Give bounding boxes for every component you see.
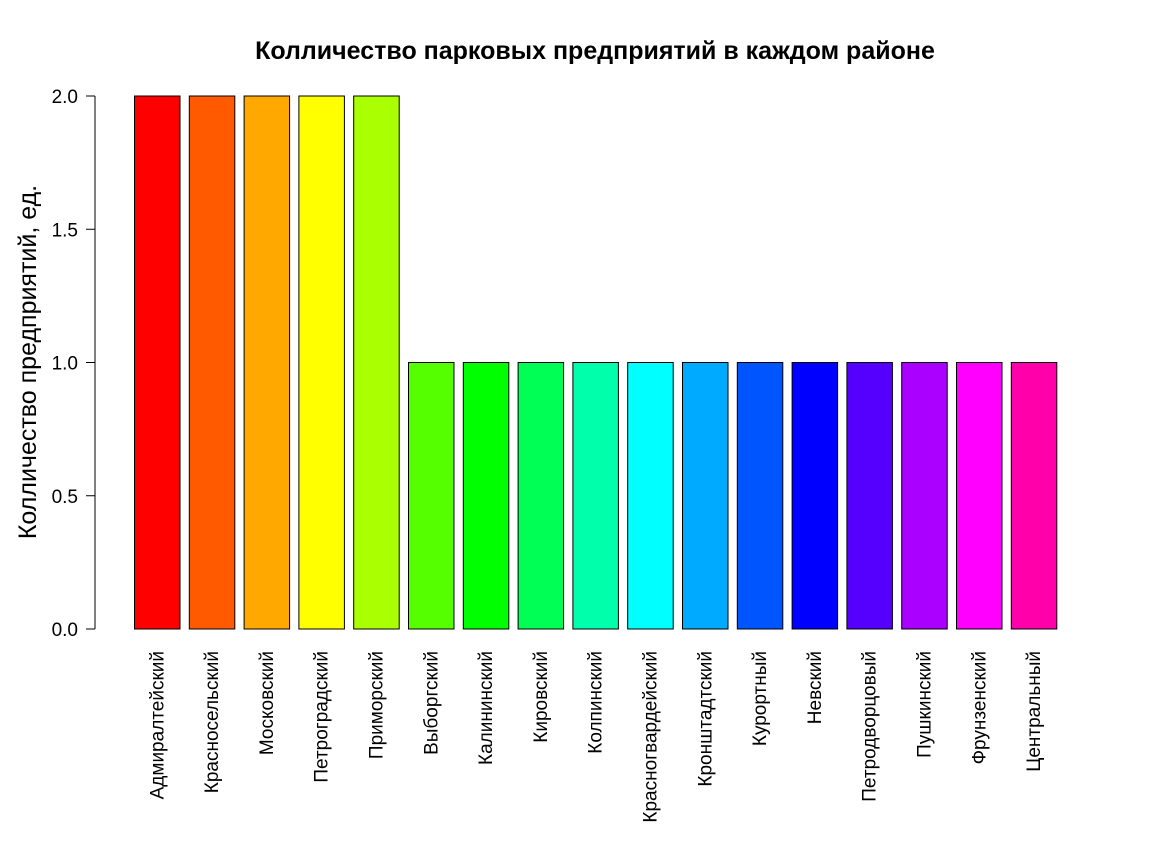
category-label: Невский: [805, 651, 826, 724]
category-label: Петроградский: [312, 651, 333, 783]
category-label: Петродворцовый: [860, 651, 881, 802]
category-label: Красносельский: [202, 651, 223, 793]
bar: [243, 95, 291, 630]
category-label: Выборгский: [421, 651, 442, 755]
bar: [901, 362, 948, 630]
bar: [572, 362, 619, 630]
y-tick-label: 1.0: [52, 354, 78, 375]
category-labels: Адмиралтейский Красносельский Московский Пе…: [147, 651, 1045, 823]
category-label: Курортный: [750, 651, 771, 746]
bars: [134, 95, 1058, 630]
bar: [682, 362, 729, 630]
y-axis: 0.0 0.5 1.0 1.5 2.0: [52, 87, 96, 641]
bar: [134, 95, 181, 630]
category-label: Центральный: [1024, 651, 1045, 772]
category-label: Калининский: [476, 651, 497, 765]
y-tick-label: 0.5: [52, 487, 78, 508]
category-label: Фрунзенский: [969, 651, 990, 764]
category-label: Пушкинский: [914, 651, 935, 758]
bar: [408, 362, 455, 630]
category-label: Московский: [257, 651, 278, 755]
category-label: Красногвардейский: [640, 651, 661, 823]
category-label: Кронштадтский: [695, 651, 716, 787]
bar: [353, 95, 400, 630]
bar: [791, 362, 839, 630]
y-tick-label: 1.5: [52, 220, 78, 241]
y-axis-label: Колличество предприятий, ед.: [14, 185, 42, 539]
bar: [1010, 362, 1058, 630]
bar: [627, 362, 674, 630]
bar: [846, 362, 893, 630]
category-label: Приморский: [366, 651, 387, 759]
bar: [517, 362, 565, 630]
bar: [188, 95, 236, 630]
y-tick-label: 2.0: [52, 87, 78, 108]
bar: [298, 95, 345, 630]
category-label: Адмиралтейский: [147, 651, 168, 799]
y-tick-label: 0.0: [52, 620, 78, 641]
bar: [736, 362, 784, 630]
bar: [956, 362, 1003, 630]
category-label: Колпинский: [586, 651, 607, 754]
category-label: Кировский: [531, 651, 552, 743]
chart-title: Колличество парковых предприятий в каждо…: [255, 37, 935, 65]
bar: [462, 362, 510, 630]
